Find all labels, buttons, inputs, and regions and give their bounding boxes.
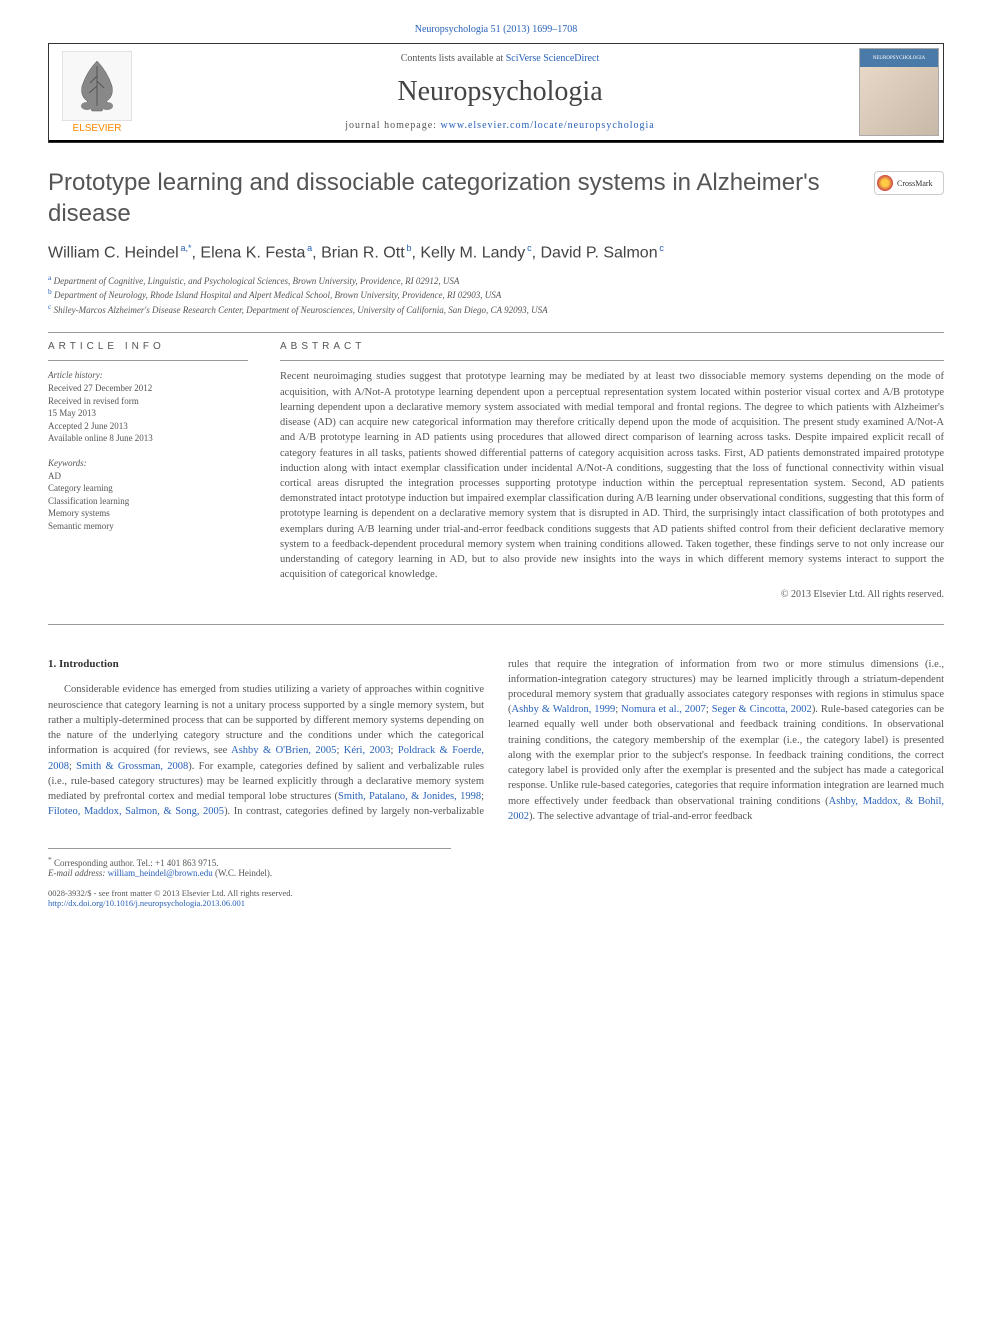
affiliations: a Department of Cognitive, Linguistic, a… — [48, 273, 944, 317]
abstract-copyright: © 2013 Elsevier Ltd. All rights reserved… — [280, 589, 944, 600]
cover-title: NEUROPSYCHOLOGIA — [873, 56, 926, 61]
author-list: William C. Heindel a,*, Elena K. Festa a… — [48, 243, 944, 262]
corresponding-note: * Corresponding author. Tel.: +1 401 863… — [48, 848, 451, 878]
cite-link[interactable]: Ashby & O'Brien, 2005 — [231, 745, 336, 756]
abstract-head: ABSTRACT — [280, 341, 944, 352]
article-info-head: ARTICLE INFO — [48, 341, 248, 352]
article-history: Article history: Received 27 December 20… — [48, 369, 248, 445]
cite-link[interactable]: Filoteo, Maddox, Salmon, & Song, 2005 — [48, 806, 224, 817]
cite-link[interactable]: Nomura et al., 2007 — [621, 704, 706, 715]
elsevier-tree-icon — [62, 51, 132, 121]
contents-available: Contents lists available at SciVerse Sci… — [145, 53, 855, 64]
crossmark-icon — [877, 175, 893, 191]
abstract-text: Recent neuroimaging studies suggest that… — [280, 369, 944, 582]
email-link[interactable]: william_heindel@brown.edu — [108, 868, 213, 878]
homepage-link[interactable]: www.elsevier.com/locate/neuropsychologia — [440, 120, 654, 131]
crossmark-badge[interactable]: CrossMark — [874, 171, 944, 195]
article-title: Prototype learning and dissociable categ… — [48, 167, 944, 229]
cite-link[interactable]: Smith & Grossman, 2008 — [76, 761, 188, 772]
journal-homepage: journal homepage: www.elsevier.com/locat… — [145, 120, 855, 131]
journal-cover[interactable]: NEUROPSYCHOLOGIA — [855, 44, 943, 140]
journal-citation[interactable]: Neuropsychologia 51 (2013) 1699–1708 — [48, 24, 944, 35]
cite-link[interactable]: Ashby & Waldron, 1999 — [512, 704, 616, 715]
cite-link[interactable]: Seger & Cincotta, 2002 — [712, 704, 812, 715]
publisher-name: ELSEVIER — [73, 123, 122, 134]
intro-heading: 1. Introduction — [48, 657, 484, 673]
elsevier-logo[interactable]: ELSEVIER — [49, 44, 145, 140]
cite-link[interactable]: Smith, Patalano, & Jonides, 1998 — [338, 791, 481, 802]
sciencedirect-link[interactable]: SciVerse ScienceDirect — [506, 53, 600, 64]
journal-name: Neuropsychologia — [145, 76, 855, 108]
keywords: Keywords: ADCategory learningClassificat… — [48, 457, 248, 533]
doi-link[interactable]: http://dx.doi.org/10.1016/j.neuropsychol… — [48, 898, 245, 908]
cite-link[interactable]: Kéri, 2003 — [344, 745, 391, 756]
footer-copyright: 0028-3932/$ - see front matter © 2013 El… — [48, 888, 944, 908]
article-body: 1. Introduction Considerable evidence ha… — [48, 657, 944, 824]
journal-header: ELSEVIER Contents lists available at Sci… — [48, 43, 944, 143]
